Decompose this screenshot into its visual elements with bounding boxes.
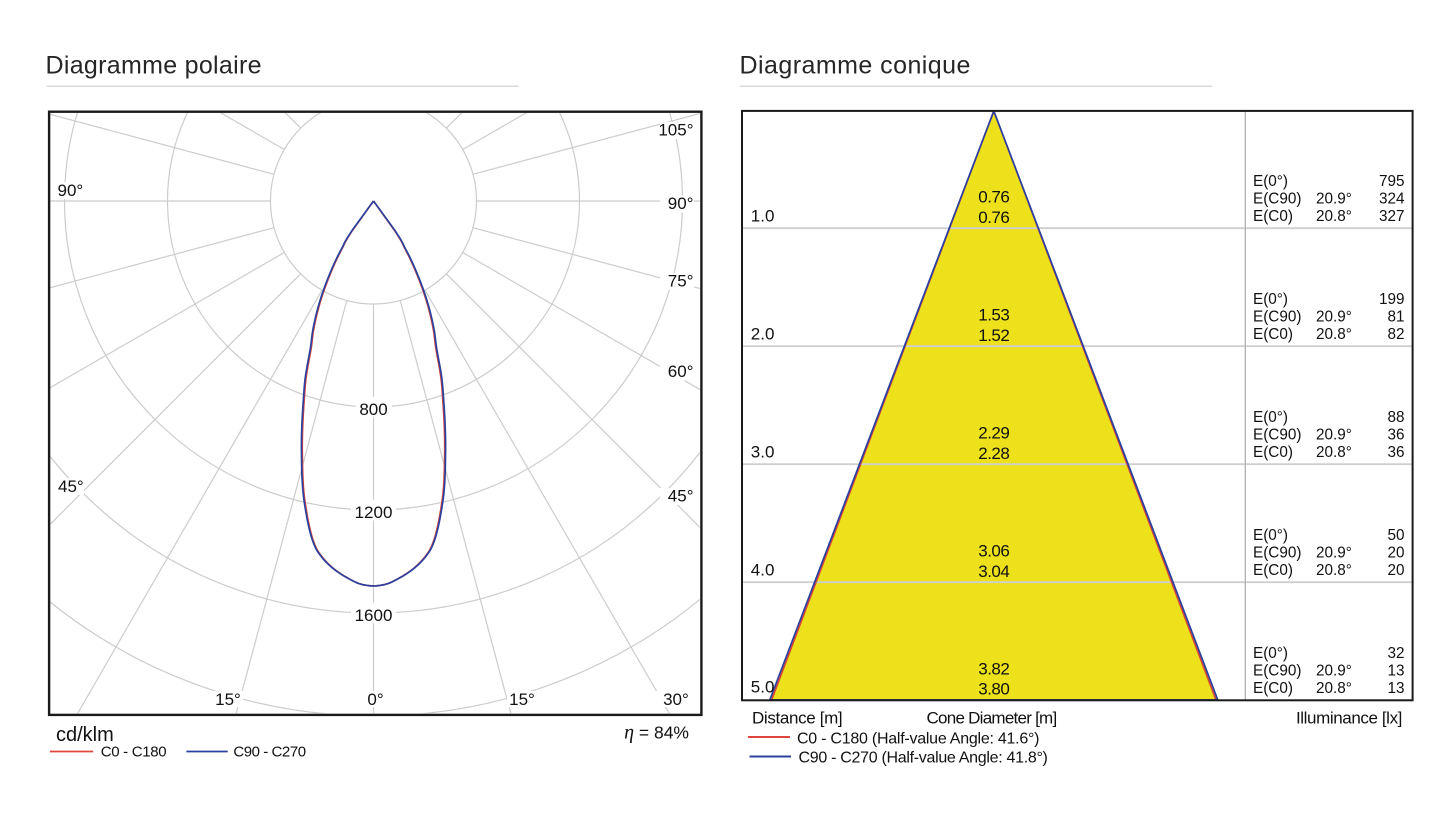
svg-text:cd/klm: cd/klm	[56, 724, 114, 746]
svg-text:20.8°: 20.8°	[1316, 444, 1352, 461]
svg-text:3.80: 3.80	[978, 680, 1009, 699]
svg-text:75°: 75°	[668, 272, 694, 291]
svg-text:E(C0): E(C0)	[1253, 680, 1293, 697]
svg-text:20: 20	[1387, 545, 1404, 562]
svg-text:20.9°: 20.9°	[1316, 662, 1352, 679]
svg-text:15°: 15°	[215, 690, 241, 709]
svg-text:3.0: 3.0	[751, 443, 775, 462]
svg-text:327: 327	[1379, 208, 1405, 225]
svg-text:E(0°): E(0°)	[1253, 409, 1288, 426]
svg-text:90°: 90°	[58, 181, 84, 200]
svg-text:105°: 105°	[658, 121, 693, 140]
svg-text:2.28: 2.28	[978, 444, 1009, 463]
svg-text:2.0: 2.0	[751, 325, 775, 344]
svg-text:32: 32	[1387, 645, 1404, 662]
svg-text:20.8°: 20.8°	[1316, 680, 1352, 697]
svg-text:η = 84%: η = 84%	[624, 722, 689, 744]
svg-text:3.04: 3.04	[978, 562, 1009, 581]
svg-text:50: 50	[1387, 527, 1404, 544]
svg-text:0°: 0°	[367, 690, 383, 709]
svg-text:C90 - C270 (Half-value Angle:: C90 - C270 (Half-value Angle: 41.8°)	[799, 750, 1048, 767]
svg-text:324: 324	[1379, 191, 1405, 208]
svg-text:Diagramme conique: Diagramme conique	[740, 52, 971, 80]
svg-text:E(C90): E(C90)	[1253, 427, 1301, 444]
svg-text:81: 81	[1387, 309, 1404, 326]
svg-text:13: 13	[1387, 680, 1404, 697]
svg-text:Cone Diameter [m]: Cone Diameter [m]	[927, 709, 1057, 728]
svg-text:20.9°: 20.9°	[1316, 427, 1352, 444]
svg-text:15°: 15°	[509, 690, 535, 709]
svg-text:20.9°: 20.9°	[1316, 309, 1352, 326]
svg-text:1200: 1200	[355, 503, 393, 522]
svg-text:0.76: 0.76	[978, 208, 1009, 227]
svg-text:Diagramme polaire: Diagramme polaire	[46, 52, 262, 80]
svg-text:1.0: 1.0	[751, 207, 775, 226]
svg-text:1.52: 1.52	[978, 326, 1009, 345]
svg-text:0.76: 0.76	[978, 188, 1009, 207]
svg-text:E(C90): E(C90)	[1253, 191, 1301, 208]
svg-text:199: 199	[1379, 291, 1405, 308]
svg-text:795: 795	[1379, 173, 1405, 190]
svg-text:36: 36	[1387, 427, 1404, 444]
svg-text:20.8°: 20.8°	[1316, 208, 1352, 225]
svg-text:Illuminance [lx]: Illuminance [lx]	[1296, 709, 1402, 728]
svg-text:E(C90): E(C90)	[1253, 662, 1301, 679]
svg-text:88: 88	[1387, 409, 1404, 426]
svg-text:20.8°: 20.8°	[1316, 562, 1352, 579]
svg-text:5.0: 5.0	[751, 678, 775, 697]
svg-text:45°: 45°	[58, 477, 84, 496]
svg-text:90°: 90°	[668, 194, 694, 213]
svg-text:20: 20	[1387, 562, 1404, 579]
svg-text:20.8°: 20.8°	[1316, 326, 1352, 343]
svg-text:36: 36	[1387, 444, 1404, 461]
svg-text:1600: 1600	[355, 606, 393, 625]
svg-text:3.82: 3.82	[978, 660, 1009, 679]
svg-text:E(0°): E(0°)	[1253, 291, 1288, 308]
svg-text:Distance [m]: Distance [m]	[752, 709, 842, 728]
svg-text:1.53: 1.53	[978, 306, 1009, 325]
svg-text:C90 - C270: C90 - C270	[233, 744, 305, 761]
svg-text:E(C0): E(C0)	[1253, 326, 1293, 343]
svg-text:800: 800	[359, 400, 387, 419]
svg-text:45°: 45°	[668, 487, 694, 506]
svg-text:C0 - C180: C0 - C180	[101, 744, 167, 761]
svg-text:E(0°): E(0°)	[1253, 645, 1288, 662]
svg-text:E(C0): E(C0)	[1253, 444, 1293, 461]
svg-text:E(C0): E(C0)	[1253, 562, 1293, 579]
svg-text:E(0°): E(0°)	[1253, 173, 1288, 190]
svg-text:4.0: 4.0	[751, 561, 775, 580]
svg-text:60°: 60°	[668, 362, 694, 381]
svg-text:2.29: 2.29	[978, 424, 1009, 443]
svg-text:82: 82	[1387, 326, 1404, 343]
svg-text:13: 13	[1387, 662, 1404, 679]
svg-text:30°: 30°	[663, 690, 689, 709]
svg-text:20.9°: 20.9°	[1316, 545, 1352, 562]
svg-text:E(0°): E(0°)	[1253, 527, 1288, 544]
svg-text:C0 - C180 (Half-value Angle: 4: C0 - C180 (Half-value Angle: 41.6°)	[797, 731, 1039, 748]
svg-text:3.06: 3.06	[978, 542, 1009, 561]
svg-text:E(C90): E(C90)	[1253, 545, 1301, 562]
svg-text:E(C0): E(C0)	[1253, 208, 1293, 225]
svg-text:E(C90): E(C90)	[1253, 309, 1301, 326]
svg-text:20.9°: 20.9°	[1316, 191, 1352, 208]
